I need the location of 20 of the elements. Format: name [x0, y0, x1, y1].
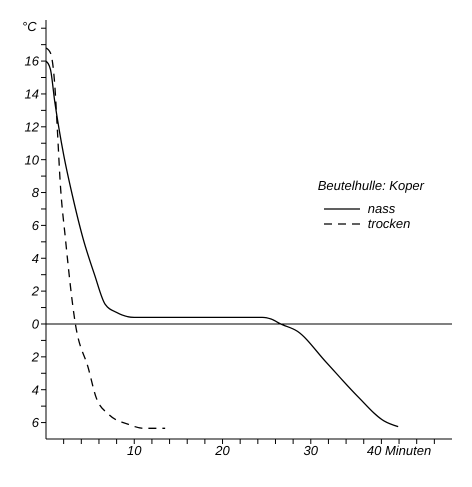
- y-tick-label: 4: [32, 250, 39, 266]
- legend-label: nass: [368, 201, 396, 216]
- legend-title: Beutelhulle: Koper: [318, 178, 424, 193]
- y-tick-label: 2: [30, 284, 40, 299]
- y-tick-label: 16: [24, 54, 40, 69]
- y-tick-label: 8: [32, 185, 40, 200]
- x-tick-label: 10: [127, 443, 142, 458]
- y-tick-label: 4: [32, 382, 39, 398]
- x-tick-label: 40 Minuten: [366, 443, 432, 458]
- y-tick-label: 6: [32, 415, 40, 430]
- y-tick-label: 2: [30, 349, 40, 364]
- x-tick-label: 30: [304, 443, 319, 458]
- y-tick-label: 0: [32, 316, 40, 332]
- y-tick-label: 10: [24, 152, 40, 168]
- legend-label: trocken: [368, 216, 410, 231]
- y-tick-label: 14: [24, 86, 39, 102]
- y-tick-label: 6: [32, 218, 40, 234]
- y-tick-label: 12: [24, 119, 40, 134]
- y-axis-title: °C: [22, 19, 38, 34]
- x-tick-label: 20: [214, 443, 231, 458]
